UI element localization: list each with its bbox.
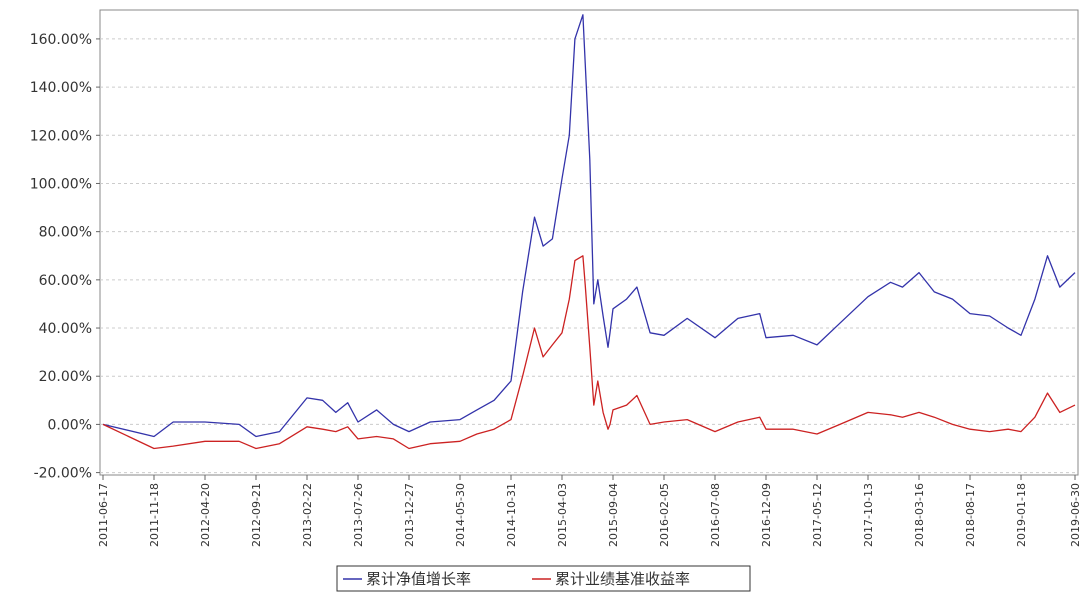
- x-tick-label: 2012-04-20: [199, 483, 212, 547]
- y-tick-label: -20.00%: [34, 466, 92, 482]
- x-tick-label: 2016-02-05: [658, 483, 671, 547]
- legend-label-benchmark: 累计业绩基准收益率: [555, 570, 690, 588]
- y-tick-label: 120.00%: [30, 128, 92, 144]
- series-line-net-value: [102, 14, 1076, 438]
- plot-area: [99, 9, 1079, 476]
- y-tick-label: 160.00%: [30, 32, 92, 48]
- x-tick-label: 2017-10-13: [862, 483, 875, 547]
- x-tick-label: 2014-10-31: [505, 483, 518, 547]
- y-tick-label: 0.00%: [48, 417, 92, 433]
- x-tick-label: 2013-02-22: [301, 483, 314, 547]
- series-lines: [102, 14, 1076, 450]
- x-tick-label: 2018-03-16: [913, 483, 926, 547]
- x-tick-label: 2013-07-26: [352, 483, 365, 547]
- y-tick-label: 100.00%: [30, 176, 92, 192]
- legend-label-net-value: 累计净值增长率: [366, 570, 471, 588]
- y-tick-label: 20.00%: [39, 369, 92, 385]
- x-tick-label: 2011-11-18: [148, 483, 161, 547]
- legend: 累计净值增长率 累计业绩基准收益率: [336, 565, 751, 592]
- x-tick-label: 2019-06-30: [1069, 483, 1082, 547]
- y-axis: -20.00% 0.00% 20.00% 40.00% 60.00% 80.00% 100.…: [30, 32, 100, 482]
- x-axis: 2011-06-17 2011-11-18 2012-04-20 2012-09-21…: [97, 475, 1082, 547]
- x-tick-label: 2018-08-17: [964, 483, 977, 547]
- x-tick-label: 2013-12-27: [403, 483, 416, 547]
- x-tick-label: 2011-06-17: [97, 483, 110, 547]
- y-tick-label: 60.00%: [39, 273, 92, 289]
- x-tick-label: 2016-12-09: [760, 483, 773, 547]
- x-tick-label: 2014-05-30: [454, 483, 467, 547]
- series-line-benchmark: [102, 255, 1076, 450]
- x-tick-label: 2015-09-04: [607, 483, 620, 547]
- x-tick-label: 2017-05-12: [811, 483, 824, 547]
- x-tick-label: 2016-07-08: [709, 483, 722, 547]
- y-tick-label: 80.00%: [39, 225, 92, 241]
- y-tick-label: 40.00%: [39, 321, 92, 337]
- y-tick-label: 140.00%: [30, 80, 92, 96]
- x-tick-label: 2019-01-18: [1015, 483, 1028, 547]
- x-tick-label: 2015-04-03: [556, 483, 569, 547]
- x-tick-label: 2012-09-21: [250, 483, 263, 547]
